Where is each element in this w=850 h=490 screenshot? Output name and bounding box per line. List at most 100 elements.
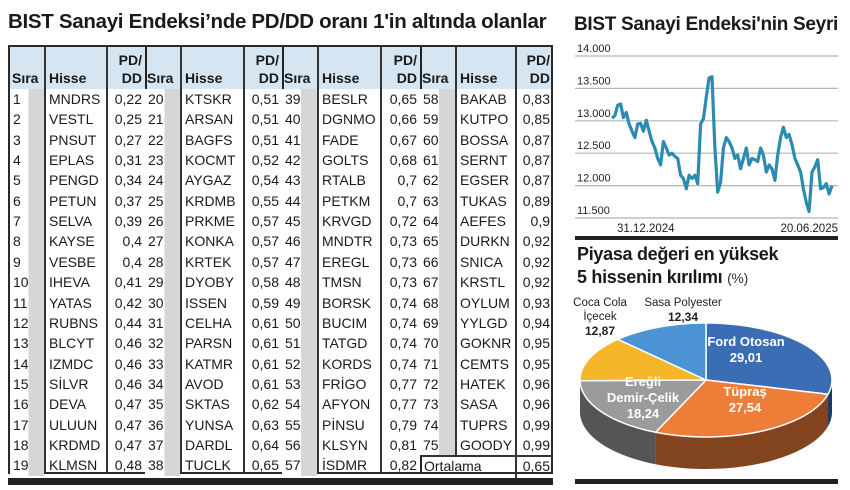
row-hisse: PETKM: [322, 192, 371, 209]
row-pd-dd: 0,94: [522, 314, 550, 331]
row-pd-dd: 0,57: [251, 213, 279, 230]
row-hisse: AFYON: [322, 396, 371, 413]
row-hisse: VESTL: [49, 111, 94, 128]
row-sira: 55: [285, 416, 301, 433]
row-sira: 22: [148, 131, 164, 148]
row-hisse: TUKAS: [460, 192, 507, 209]
row-hisse: RTALB: [322, 172, 366, 189]
row-pd-dd: 0,61: [251, 335, 279, 352]
row-sira: 50: [285, 314, 301, 331]
pie-label-value: 29,01: [729, 350, 763, 365]
row-hisse: SNICA: [460, 253, 503, 270]
pie-slice-label: Ereğli Demir-Çelik 18,24: [607, 374, 679, 422]
row-pd-dd: 0,46: [114, 375, 142, 392]
row-hisse: IHEVA: [49, 274, 90, 291]
row-hisse: KTSKR: [185, 91, 232, 107]
header-pd-line2: DD: [529, 70, 550, 86]
row-sira: 23: [148, 152, 164, 169]
pie-bottom-rule: [575, 479, 838, 484]
row-sira: 51: [285, 335, 301, 352]
row-sira: 44: [285, 192, 301, 209]
row-pd-dd: 0,74: [389, 294, 417, 311]
row-hisse: PNSUT: [49, 131, 97, 148]
row-sira: 10: [13, 274, 29, 291]
header-sira: Sıra: [147, 70, 174, 86]
row-pd-dd: 0,77: [389, 375, 417, 392]
pie-unit: (%): [727, 270, 748, 286]
row-sira: 9: [13, 253, 21, 270]
row-hisse: MNDTR: [322, 233, 373, 250]
row-sira: 1: [13, 91, 21, 107]
pie-label-value: 27,54: [728, 400, 762, 415]
row-pd-dd: 0,99: [522, 436, 550, 453]
row-pd-dd: 0,59: [251, 294, 279, 311]
row-pd-dd: 0,92: [522, 253, 550, 270]
row-hisse: SKTAS: [185, 396, 230, 413]
row-pd-dd: 0,65: [389, 91, 417, 107]
row-pd-dd: 0,64: [251, 436, 279, 453]
row-pd-dd: 0,62: [251, 396, 279, 413]
row-hisse: TMSN: [322, 274, 362, 291]
header-pd-line1: PD/: [393, 52, 417, 68]
row-hisse: KOCMT: [185, 152, 236, 169]
row-sira: 75: [423, 436, 439, 453]
row-hisse: TATGD: [322, 335, 368, 352]
row-sira: 48: [285, 274, 301, 291]
pie-label-name: Sasa Polyester: [644, 297, 722, 309]
row-pd-dd: 0,87: [522, 131, 550, 148]
row-pd-dd: 0,41: [114, 274, 142, 291]
row-hisse: GOODY: [460, 436, 513, 453]
row-pd-dd: 0,68: [389, 152, 417, 169]
row-pd-dd: 0,47: [114, 416, 142, 433]
row-pd-dd: 0,4: [122, 233, 142, 250]
row-sira: 72: [423, 375, 439, 392]
row-sira: 53: [285, 375, 301, 392]
row-hisse: TUPRS: [460, 416, 508, 433]
row-pd-dd: 0,51: [251, 131, 279, 148]
row-pd-dd: 0,48: [114, 457, 142, 474]
y-tick-label: 12.500: [577, 140, 611, 152]
row-hisse: DEVA: [49, 396, 87, 413]
row-sira: 41: [285, 131, 301, 148]
row-pd-dd: 0,4: [122, 253, 142, 270]
row-sira: 28: [148, 253, 164, 270]
row-pd-dd: 0,96: [522, 396, 550, 413]
pie-label-value: 12,87: [584, 324, 616, 338]
row-pd-dd: 0,87: [522, 152, 550, 169]
row-pd-dd: 0,99: [522, 416, 550, 433]
row-pd-dd: 0,9: [530, 213, 550, 230]
row-hisse: SELVA: [49, 213, 93, 230]
row-hisse: ISSEN: [185, 294, 228, 311]
row-pd-dd: 0,82: [389, 457, 417, 474]
header-pd-line2: DD: [396, 70, 417, 86]
header-pd-line1: PD/: [255, 52, 279, 68]
column-divider: [515, 455, 517, 478]
row-pd-dd: 0,27: [114, 131, 142, 148]
row-sira: 17: [13, 416, 29, 433]
row-sira: 30: [148, 294, 164, 311]
row-pd-dd: 0,51: [251, 91, 279, 107]
row-pd-dd: 0,61: [251, 375, 279, 392]
row-hisse: RUBNS: [49, 314, 99, 331]
header-hisse: Hisse: [185, 70, 223, 86]
row-hisse: SİLVR: [49, 375, 89, 392]
row-pd-dd: 0,77: [389, 396, 417, 413]
table-bottom-rule: [8, 478, 553, 485]
row-sira: 61: [423, 152, 439, 169]
row-pd-dd: 0,93: [522, 294, 550, 311]
row-pd-dd: 0,92: [522, 233, 550, 250]
row-hisse: HATEK: [460, 375, 506, 392]
row-hisse: DURKN: [460, 233, 510, 250]
row-pd-dd: 0,72: [389, 213, 417, 230]
line-chart-title: BIST Sanayi Endeksi'nin Seyri: [574, 14, 839, 35]
header-sira: Sıra: [284, 70, 311, 86]
row-sira: 8: [13, 233, 21, 250]
row-hisse: BLCYT: [49, 335, 95, 352]
row-pd-dd: 0,39: [114, 213, 142, 230]
row-hisse: İSDMR: [322, 457, 368, 474]
column-divider: [515, 47, 517, 456]
row-sira: 31: [148, 314, 164, 331]
row-hisse: KAYSE: [49, 233, 95, 250]
row-pd-dd: 0,57: [251, 253, 279, 270]
pie-slice: [615, 322, 707, 382]
